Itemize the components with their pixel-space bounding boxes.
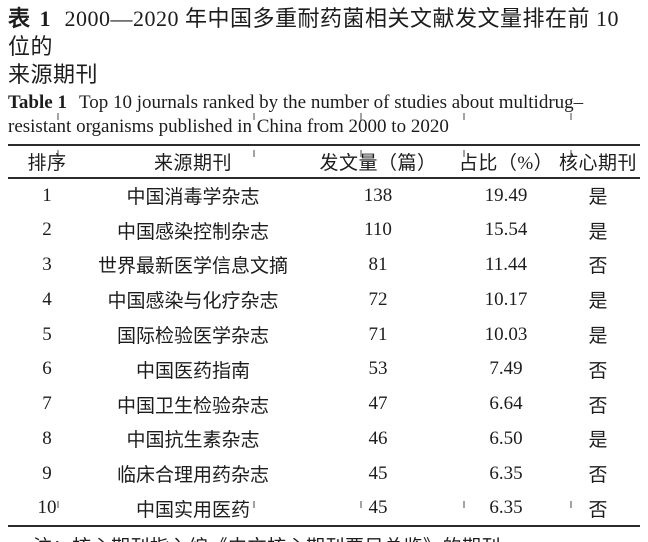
journal-cell: 世界最新医学信息文摘 [97, 256, 288, 278]
count-cell: 72 [368, 288, 388, 310]
core-cell: 是 [588, 187, 608, 209]
rank-cell: 3 [42, 253, 52, 275]
journal-cell: 中国消毒学杂志 [126, 187, 260, 209]
rule-artifact-tick [463, 113, 465, 120]
journal-cell: 中国抗生素杂志 [126, 430, 260, 452]
core-cell: 否 [588, 256, 608, 278]
table-row: 9 临床合理用药杂志 45 6.35 否 [8, 456, 640, 491]
count-cell: 46 [368, 427, 388, 449]
rule-artifact-tick [463, 149, 465, 157]
count-cell: 110 [364, 219, 392, 241]
percent-cell: 6.35 [489, 462, 523, 484]
rule-artifact-tick [570, 500, 572, 508]
rule-artifact-tick [57, 113, 59, 120]
caption-en-line1: Top 10 journals ranked by the number of … [78, 92, 584, 113]
col-header-journal: 来源期刊 [86, 145, 300, 179]
table-row: 5 国际检验医学杂志 71 10.03 是 [8, 317, 640, 352]
core-cell: 否 [588, 465, 608, 487]
table-footnote: 注：核心期刊指入编《中文核心期刊要目总览》的期刊 [8, 536, 640, 542]
col-header-count: 发文量（篇） [300, 145, 456, 179]
table-number-en: Table 1 [8, 92, 67, 113]
count-cell: 45 [368, 497, 388, 519]
caption-en-line2: resistant organisms published in China f… [8, 116, 449, 137]
percent-cell: 11.44 [484, 253, 528, 275]
rank-cell: 8 [42, 427, 52, 449]
percent-cell: 19.49 [484, 184, 528, 206]
rank-cell: 10 [37, 497, 57, 519]
table-row: 3 世界最新医学信息文摘 81 11.44 否 [8, 248, 640, 283]
core-cell: 是 [588, 326, 608, 348]
col-header-core: 核心期刊 [556, 145, 640, 179]
percent-cell: 15.54 [484, 219, 528, 241]
core-cell: 是 [588, 221, 608, 243]
table-row: 4 中国感染与化疗杂志 72 10.17 是 [8, 282, 640, 317]
journal-cell: 临床合理用药杂志 [116, 465, 269, 487]
rule-artifact-tick [360, 149, 362, 157]
table-row: 2 中国感染控制杂志 110 15.54 是 [8, 213, 640, 248]
core-cell: 是 [588, 291, 608, 313]
caption-zh-line2: 来源期刊 [8, 62, 99, 87]
table-row: 8 中国抗生素杂志 46 6.50 是 [8, 422, 640, 457]
rule-artifact-tick [360, 500, 362, 508]
rank-cell: 5 [42, 323, 52, 345]
count-cell: 47 [368, 393, 388, 415]
journal-cell: 中国卫生检验杂志 [116, 395, 269, 417]
journal-cell: 中国感染与化疗杂志 [107, 291, 279, 313]
table-row: 6 中国医药指南 53 7.49 否 [8, 352, 640, 387]
rule-artifact-tick [570, 113, 572, 120]
table-header: 排序 来源期刊 发文量（篇） 占比（%） 核心期刊 [8, 145, 640, 179]
percent-cell: 6.35 [489, 497, 523, 519]
table-row: 1 中国消毒学杂志 138 19.49 是 [8, 178, 640, 213]
caption-english: Table 1 Top 10 journals ranked by the num… [8, 91, 640, 139]
journal-cell: 中国医药指南 [135, 360, 250, 382]
table-row: 7 中国卫生检验杂志 47 6.64 否 [8, 387, 640, 422]
rank-cell: 6 [42, 358, 52, 380]
percent-cell: 6.64 [489, 393, 523, 415]
count-cell: 45 [368, 462, 388, 484]
rank-cell: 7 [42, 393, 52, 415]
col-header-percent: 占比（%） [456, 145, 556, 179]
percent-cell: 10.17 [484, 288, 528, 310]
col-header-rank: 排序 [8, 145, 86, 179]
count-cell: 71 [368, 323, 388, 345]
table-body: 1 中国消毒学杂志 138 19.49 是 2 中国感染控制杂志 110 15.… [8, 178, 640, 526]
core-cell: 否 [588, 360, 608, 382]
caption-zh-line1: 2000—2020 年中国多重耐药菌相关文献发文量排在前 10 位的 [8, 6, 620, 59]
count-cell: 81 [368, 253, 388, 275]
rule-artifact-tick [253, 113, 255, 120]
percent-cell: 10.03 [484, 323, 528, 345]
count-cell: 138 [363, 184, 393, 206]
rule-artifact-tick [253, 500, 255, 508]
rule-artifact-tick [57, 149, 59, 157]
rule-artifact-tick [57, 500, 59, 508]
journal-cell: 中国感染控制杂志 [116, 221, 269, 243]
journal-cell: 中国实用医药 [135, 499, 250, 521]
rank-cell: 2 [42, 219, 52, 241]
rank-cell: 9 [42, 462, 52, 484]
percent-cell: 7.49 [489, 358, 523, 380]
rule-artifact-tick [360, 113, 362, 120]
rule-artifact-tick [463, 500, 465, 508]
table-row: 10 中国实用医药 45 6.35 否 [8, 491, 640, 526]
rank-cell: 1 [42, 184, 52, 206]
rule-artifact-tick [570, 149, 572, 157]
percent-cell: 6.50 [489, 427, 523, 449]
caption-chinese: 表 1 2000—2020 年中国多重耐药菌相关文献发文量排在前 10 位的 来源… [8, 5, 640, 89]
core-cell: 否 [588, 499, 608, 521]
count-cell: 53 [368, 358, 388, 380]
core-cell: 是 [588, 430, 608, 452]
core-cell: 否 [588, 395, 608, 417]
header-row: 排序 来源期刊 发文量（篇） 占比（%） 核心期刊 [8, 145, 640, 179]
rule-artifact-tick [253, 149, 255, 157]
rank-cell: 4 [42, 288, 52, 310]
journal-cell: 国际检验医学杂志 [116, 326, 269, 348]
journals-table: 排序 来源期刊 发文量（篇） 占比（%） 核心期刊 1 中国消毒学杂志 138 … [8, 144, 640, 527]
table-number-zh: 表 1 [8, 6, 53, 31]
